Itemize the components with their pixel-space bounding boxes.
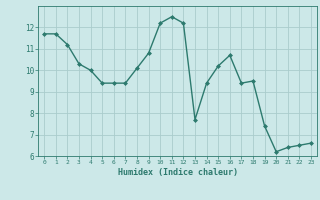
- X-axis label: Humidex (Indice chaleur): Humidex (Indice chaleur): [118, 168, 238, 177]
